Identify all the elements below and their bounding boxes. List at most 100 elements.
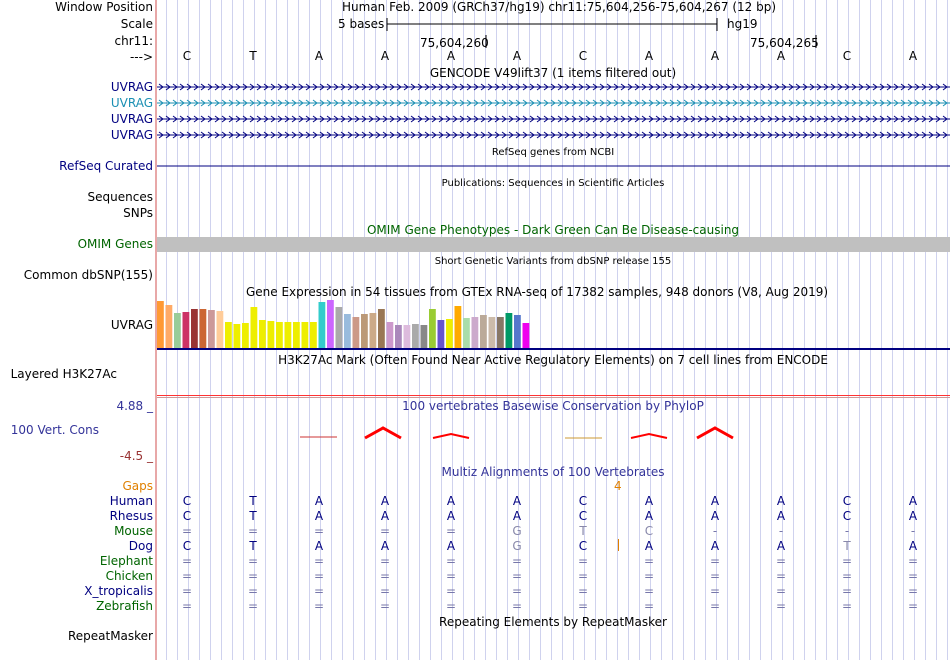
phylop-track-title[interactable]: 100 vertebrates Basewise Conservation by…	[402, 399, 704, 413]
omim-gene-bar[interactable]	[157, 237, 950, 252]
species-label-chicken[interactable]: Chicken	[105, 569, 153, 583]
refseq-line[interactable]	[157, 159, 950, 174]
gtex-tissue-bar[interactable]	[522, 323, 530, 348]
gtex-track-title[interactable]: Gene Expression in 54 tissues from GTEx …	[245, 285, 829, 299]
gtex-tissue-bar[interactable]	[208, 310, 215, 348]
gtex-tissue-bar[interactable]	[352, 317, 360, 348]
gtex-tissue-bar[interactable]	[191, 309, 198, 348]
refseq-track-title[interactable]: RefSeq genes from NCBI	[491, 147, 615, 158]
gtex-tissue-bar[interactable]	[403, 325, 411, 348]
grid-line	[496, 0, 497, 660]
species-label-elephant[interactable]: Elephant	[99, 554, 153, 568]
species-label-x_tropicalis[interactable]: X_tropicalis	[84, 584, 153, 598]
gtex-tissue-bar[interactable]	[233, 324, 241, 348]
gtex-tissue-bar[interactable]	[301, 322, 309, 348]
label-uvrag-2[interactable]: UVRAG	[110, 96, 153, 110]
dbsnp-track-title[interactable]: Short Genetic Variants from dbSNP releas…	[434, 256, 672, 267]
species-label-rhesus[interactable]: Rhesus	[109, 509, 153, 523]
multiz-track-title[interactable]: Multiz Alignments of 100 Vertebrates	[441, 465, 665, 479]
gtex-tissue-bar[interactable]	[165, 305, 173, 348]
gtex-tissue-bar[interactable]	[174, 313, 181, 348]
label-snps[interactable]: SNPs	[123, 206, 153, 220]
grid-line	[848, 0, 849, 660]
gtex-tissue-bar[interactable]	[429, 309, 436, 348]
h3k27ac-track-title[interactable]: H3K27Ac Mark (Often Found Near Active Re…	[278, 353, 828, 367]
gencode-track-title[interactable]: GENCODE V49lift37 (1 items filtered out)	[429, 66, 677, 80]
phylop-conservation-peaks[interactable]	[157, 420, 950, 440]
label-uvrag-3[interactable]: UVRAG	[110, 112, 153, 126]
label-uvrag-4[interactable]: UVRAG	[110, 128, 153, 142]
aligned-base: =	[709, 569, 721, 583]
gtex-tissue-bar[interactable]	[471, 317, 479, 348]
grid-line	[606, 0, 607, 660]
gtex-tissue-bar[interactable]	[378, 309, 385, 348]
gtex-tissue-bar[interactable]	[199, 309, 207, 348]
gtex-tissue-bar[interactable]	[412, 324, 419, 348]
gtex-tissue-bar[interactable]	[437, 320, 445, 348]
gtex-tissue-bar[interactable]	[514, 315, 521, 348]
gtex-tissue-bar[interactable]	[250, 307, 258, 348]
gtex-tissue-bar[interactable]	[463, 318, 470, 348]
aligned-base: A	[446, 509, 456, 523]
gtex-tissue-bar[interactable]	[386, 322, 394, 348]
label-gtex-gene[interactable]: UVRAG	[110, 318, 153, 332]
label-sequences[interactable]: Sequences	[87, 190, 153, 204]
gtex-tissue-bar[interactable]	[344, 314, 351, 348]
label-100-vert-cons[interactable]: 100 Vert. Cons	[10, 423, 99, 437]
label-gaps[interactable]: Gaps	[122, 479, 153, 493]
gtex-tissue-bar[interactable]	[318, 302, 326, 348]
alignment-row-elephant: = = = = = = = = = = = =	[157, 554, 950, 569]
species-label-dog[interactable]: Dog	[128, 539, 153, 553]
gencode-transcripts[interactable]	[157, 80, 950, 144]
gtex-tissue-bar[interactable]	[225, 322, 232, 348]
gtex-tissue-bar[interactable]	[327, 300, 334, 348]
gtex-tissue-bar[interactable]	[480, 315, 487, 348]
gtex-tissue-bar[interactable]	[446, 319, 453, 348]
gtex-tissue-bar[interactable]	[488, 317, 496, 348]
label-common-dbsnp[interactable]: Common dbSNP(155)	[23, 268, 153, 282]
grid-line	[804, 0, 805, 660]
label-repeatmasker[interactable]: RepeatMasker	[67, 629, 153, 643]
species-label-zebrafish[interactable]: Zebrafish	[96, 599, 153, 613]
aligned-base: =	[181, 584, 193, 598]
gtex-tissue-bar[interactable]	[454, 306, 462, 348]
label-omim-genes[interactable]: OMIM Genes	[77, 237, 153, 251]
aligned-base: =	[181, 599, 193, 613]
grid-line	[760, 0, 761, 660]
gtex-tissue-bar[interactable]	[242, 323, 249, 348]
grid-line	[705, 0, 706, 660]
gtex-tissue-bar[interactable]	[182, 312, 190, 348]
publications-track-title[interactable]: Publications: Sequences in Scientific Ar…	[441, 178, 665, 189]
gtex-tissue-bar[interactable]	[361, 314, 368, 348]
gtex-tissue-bar[interactable]	[216, 311, 224, 348]
label-layered-h3k27ac[interactable]: Layered H3K27Ac	[10, 367, 117, 381]
gtex-tissue-bar[interactable]	[259, 320, 266, 348]
gtex-tissue-bar[interactable]	[310, 322, 317, 348]
gtex-tissue-bar[interactable]	[335, 307, 343, 348]
label-window-position: Window Position	[55, 0, 153, 14]
gtex-tissue-bar[interactable]	[276, 322, 283, 348]
repeatmasker-track-title[interactable]: Repeating Elements by RepeatMasker	[439, 615, 667, 629]
aligned-base: =	[709, 584, 721, 598]
gtex-tissue-bar[interactable]	[293, 322, 300, 348]
species-label-human[interactable]: Human	[109, 494, 153, 508]
gtex-tissue-bar[interactable]	[395, 325, 402, 348]
label-refseq-curated[interactable]: RefSeq Curated	[59, 159, 153, 173]
gtex-tissue-bar[interactable]	[369, 313, 377, 348]
gtex-expression-bars[interactable]	[157, 300, 557, 348]
gtex-tissue-bar[interactable]	[420, 325, 428, 348]
gtex-tissue-bar[interactable]	[284, 322, 292, 348]
species-label-mouse[interactable]: Mouse	[114, 524, 153, 538]
aligned-base: A	[446, 494, 456, 508]
aligned-base: C	[644, 524, 654, 538]
aligned-base: A	[512, 494, 522, 508]
gtex-tissue-bar[interactable]	[497, 317, 504, 348]
gtex-tissue-bar[interactable]	[505, 313, 513, 348]
omim-track-title[interactable]: OMIM Gene Phenotypes - Dark Green Can Be…	[366, 223, 740, 237]
gtex-tissue-bar[interactable]	[157, 301, 164, 348]
label-cons-min: -4.5 _	[119, 449, 153, 463]
label-uvrag-1[interactable]: UVRAG	[110, 80, 153, 94]
gtex-tissue-bar[interactable]	[267, 321, 275, 348]
aligned-base: A	[776, 509, 786, 523]
